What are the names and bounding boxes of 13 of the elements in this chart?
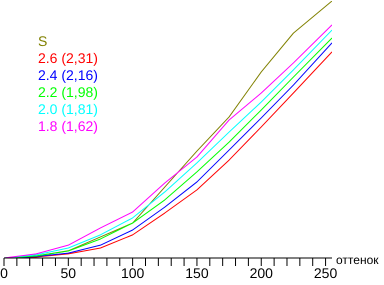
x-tick-label: 0 <box>0 264 8 281</box>
x-tick-label: 150 <box>185 264 209 281</box>
text: S <box>38 33 48 50</box>
x-tick-label: 250 <box>314 264 338 281</box>
x-axis-title: оттенок <box>336 253 378 267</box>
x-tick-label: 50 <box>60 264 76 281</box>
x-tick-label: 100 <box>120 264 145 281</box>
text: 1.8 (1,62) <box>38 118 98 135</box>
x-tick-label: 200 <box>250 264 274 281</box>
text: 2.4 (2,16) <box>38 67 98 84</box>
text: 2.2 (1,98) <box>38 84 98 101</box>
text: 2.6 (2,31) <box>38 50 98 67</box>
text: 2.0 (1,81) <box>38 101 98 118</box>
